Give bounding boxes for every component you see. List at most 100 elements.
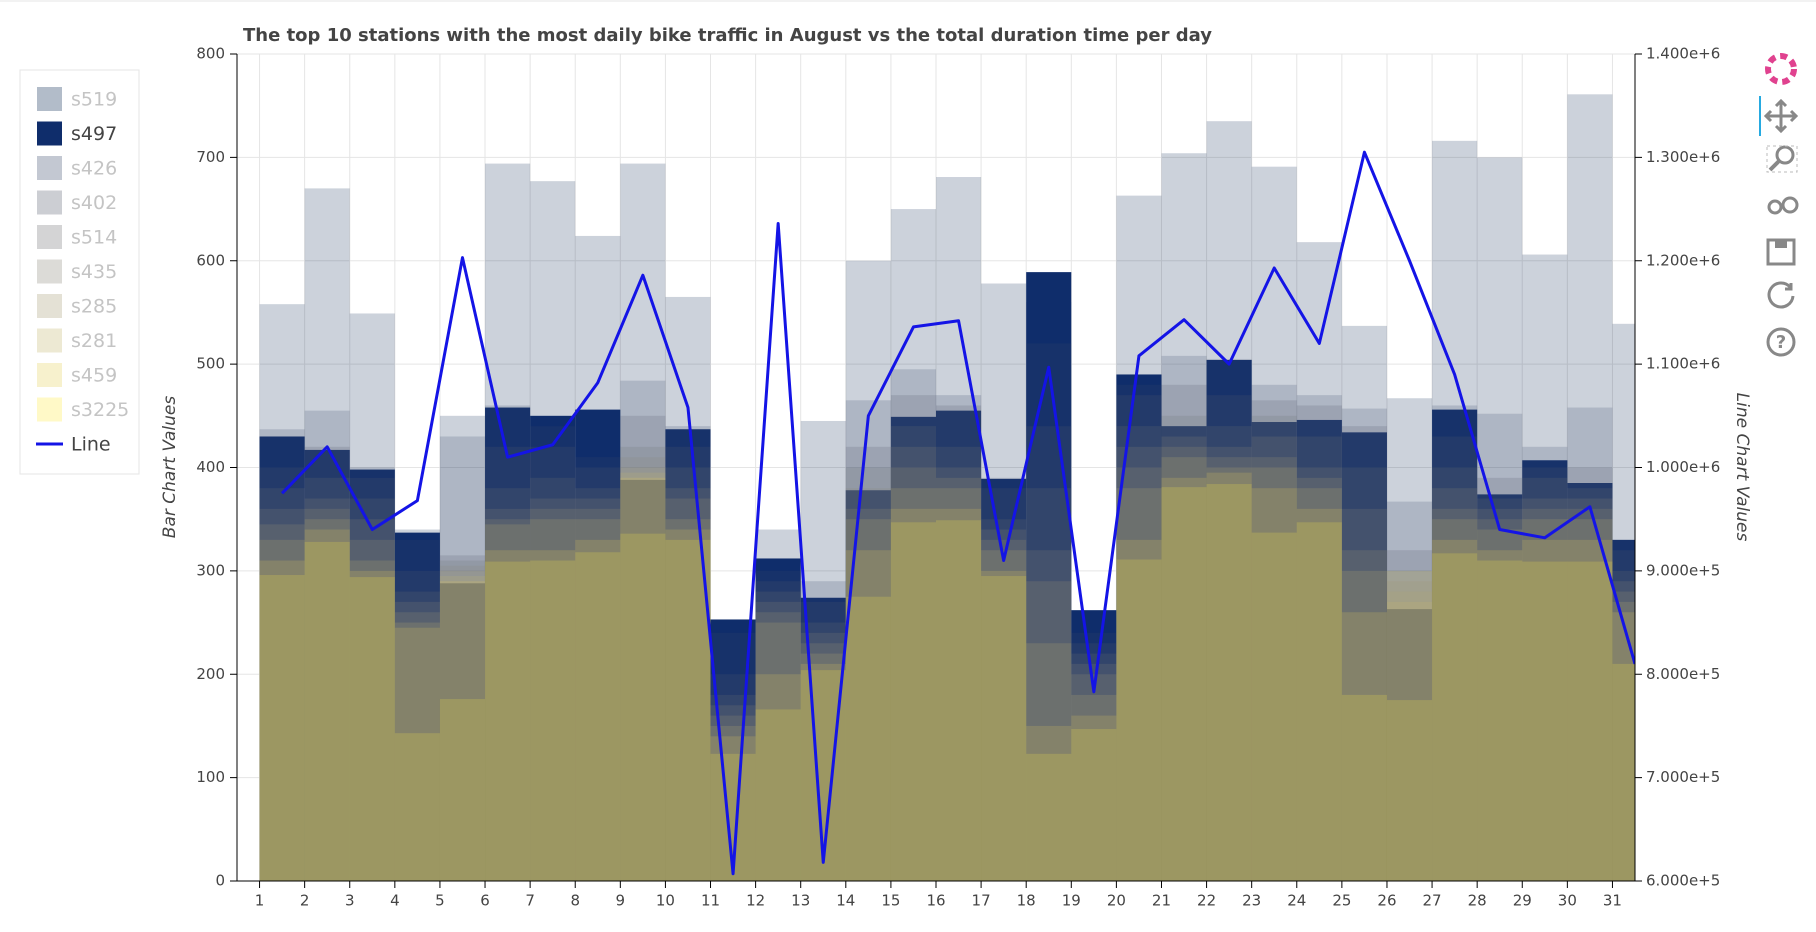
x-tick-label: 3 xyxy=(345,892,355,910)
bar xyxy=(1432,539,1478,881)
bar xyxy=(530,498,576,881)
bar xyxy=(1161,477,1207,881)
bar xyxy=(1386,570,1433,881)
bar xyxy=(530,550,576,881)
bar xyxy=(1341,408,1387,881)
bar xyxy=(304,529,350,881)
bar xyxy=(485,405,531,881)
legend: s519 s497 s426 s402 s514 s435 s285 s281 s459 s322… xyxy=(36,87,129,456)
bar xyxy=(1341,467,1387,881)
bar xyxy=(936,520,982,881)
bar xyxy=(1296,522,1342,881)
bar xyxy=(1296,395,1342,881)
x-tick-label: 27 xyxy=(1423,892,1442,910)
bar xyxy=(1251,415,1297,881)
pan-tool[interactable] xyxy=(1763,98,1799,134)
bar xyxy=(1206,395,1252,881)
bar xyxy=(1522,508,1568,881)
x-tick-label: 11 xyxy=(701,892,720,910)
bar xyxy=(665,519,711,881)
x-tick-label: 19 xyxy=(1062,892,1081,910)
bar xyxy=(755,581,801,881)
chart-title: The top 10 stations with the most daily … xyxy=(243,25,1212,46)
bar xyxy=(575,539,621,881)
bar xyxy=(304,449,350,881)
bar xyxy=(530,477,576,881)
bar xyxy=(845,596,891,881)
y2-tick-label: 8.000e+5 xyxy=(1646,665,1720,683)
bar xyxy=(845,467,891,881)
save-tool[interactable] xyxy=(1766,238,1796,266)
help-tool[interactable]: ? xyxy=(1766,327,1796,357)
bar xyxy=(349,539,395,881)
bar xyxy=(620,533,666,881)
box-zoom-tool[interactable] xyxy=(1766,145,1798,173)
legend-label: s426 xyxy=(71,158,117,180)
legend-swatch xyxy=(37,87,62,111)
bar xyxy=(1206,457,1252,881)
y2-tick-label: 1.100e+6 xyxy=(1646,355,1720,373)
bar xyxy=(1522,460,1568,881)
bar xyxy=(1432,467,1478,881)
bar xyxy=(936,410,982,881)
bar xyxy=(755,674,801,881)
x-tick-label: 6 xyxy=(480,892,490,910)
bar xyxy=(485,550,531,881)
bar xyxy=(259,524,305,881)
y2-axis-label: Line Chart Values xyxy=(1732,393,1752,542)
bar xyxy=(1567,483,1613,881)
bar xyxy=(890,395,936,881)
bar xyxy=(1522,539,1568,881)
bar xyxy=(1296,436,1342,881)
bar xyxy=(304,508,350,881)
wheel-zoom-tool[interactable] xyxy=(1767,196,1799,215)
bar xyxy=(1251,532,1297,881)
bar xyxy=(1026,725,1072,881)
bar xyxy=(349,477,395,881)
bar xyxy=(349,519,395,881)
bar xyxy=(936,446,982,881)
y-tick-label: 300 xyxy=(196,561,225,579)
bar xyxy=(1432,488,1478,881)
bar xyxy=(981,477,1027,881)
bar xyxy=(394,539,440,881)
bar xyxy=(394,612,440,881)
bar xyxy=(1612,550,1635,881)
legend-swatch xyxy=(37,328,62,353)
bar xyxy=(936,477,982,881)
bar xyxy=(1206,358,1252,881)
y2-tick-label: 1.200e+6 xyxy=(1646,251,1720,269)
bokeh-logo[interactable] xyxy=(1765,53,1797,85)
bar xyxy=(665,467,711,881)
bar xyxy=(1567,467,1613,881)
bar xyxy=(259,575,305,881)
legend-label: s459 xyxy=(71,365,117,387)
bar xyxy=(304,541,350,881)
x-tick-label: 20 xyxy=(1107,892,1126,910)
bar xyxy=(890,508,936,881)
bar xyxy=(620,446,666,881)
bar xyxy=(439,565,486,881)
bar xyxy=(394,627,440,881)
bar xyxy=(439,583,486,881)
bar xyxy=(1161,457,1207,881)
bar xyxy=(1071,674,1117,881)
legend-swatch xyxy=(37,190,62,215)
reset-tool[interactable] xyxy=(1767,281,1795,309)
bar xyxy=(1477,508,1523,881)
bar xyxy=(1341,508,1387,881)
bar xyxy=(936,405,982,881)
legend-swatch xyxy=(37,121,62,146)
bar xyxy=(1432,409,1478,881)
bar xyxy=(890,522,936,881)
line-series xyxy=(281,150,1635,876)
bar xyxy=(1341,612,1387,881)
legend-label: s514 xyxy=(71,227,117,249)
bar xyxy=(755,601,801,881)
bar xyxy=(259,539,305,881)
bar xyxy=(394,733,440,881)
y-tick-label: 400 xyxy=(196,458,225,476)
y-tick-label: 100 xyxy=(196,768,225,786)
bar xyxy=(1386,550,1433,881)
